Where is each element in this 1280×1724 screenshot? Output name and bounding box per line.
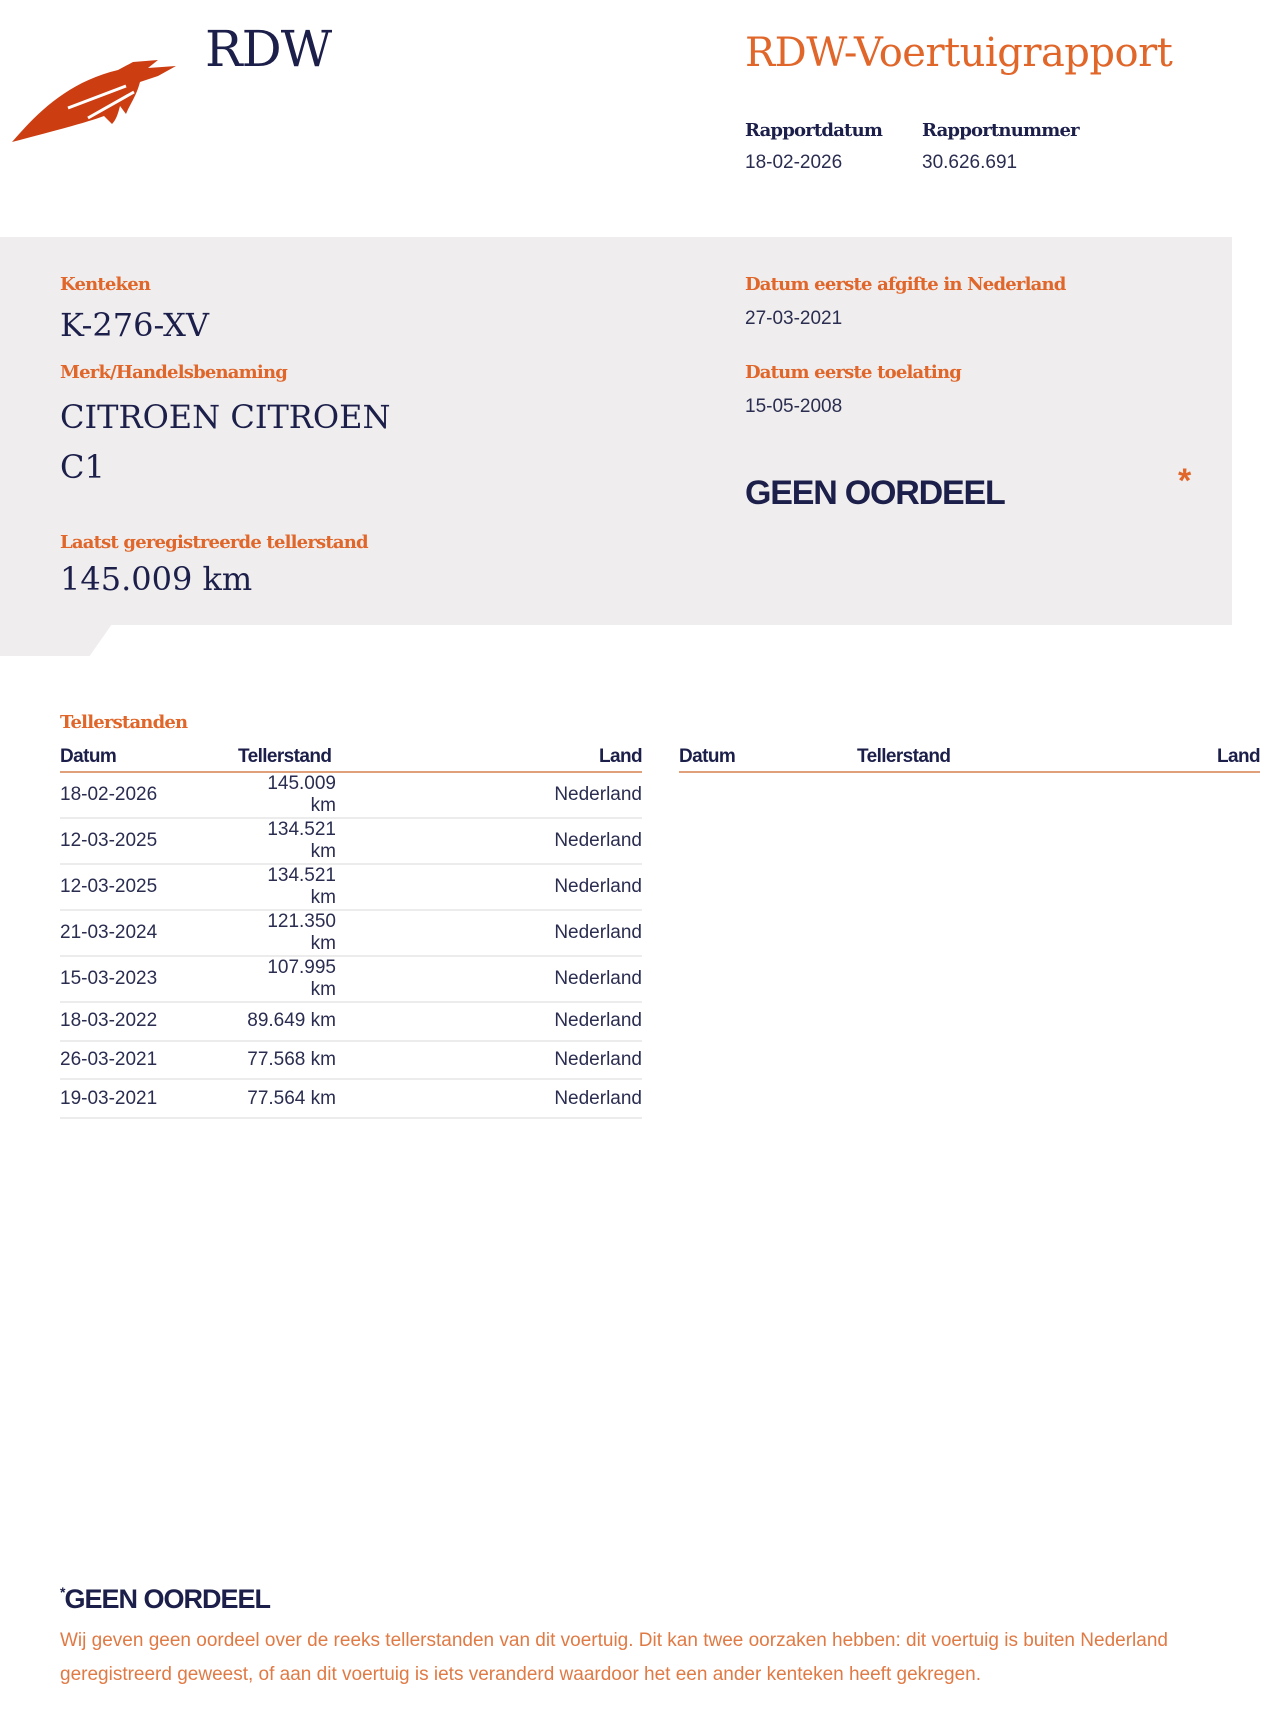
cell-reading: 121.350 km bbox=[238, 910, 378, 957]
table-row: 19-03-2021 77.564 km Nederland bbox=[60, 1079, 642, 1120]
cell-reading: 77.568 km bbox=[238, 1040, 378, 1081]
first-admission-date: 15-05-2008 bbox=[745, 396, 843, 417]
report-number-label: Rapportnummer bbox=[922, 120, 1080, 141]
make-label: Merk/Handelsbenaming bbox=[60, 362, 288, 383]
cell-reading: 107.995 km bbox=[238, 956, 378, 1003]
footnote-heading: GEEN OORDEEL bbox=[64, 1584, 271, 1614]
cell-date: 21-03-2024 bbox=[60, 910, 238, 957]
cell-reading: 145.009 km bbox=[238, 772, 378, 819]
table-row: 15-03-2023 107.995 km Nederland bbox=[60, 956, 642, 1003]
table-header-row: Datum Tellerstand Land bbox=[60, 742, 643, 773]
first-nl-date: 27-03-2021 bbox=[745, 308, 843, 329]
report-date: 18-02-2026 bbox=[745, 152, 843, 173]
verdict-asterisk: * bbox=[1178, 462, 1192, 500]
cell-country: Nederland bbox=[378, 772, 642, 819]
rdw-feather-logo-icon bbox=[12, 60, 176, 142]
col-datum: Datum bbox=[60, 742, 238, 773]
first-admission-label: Datum eerste toelating bbox=[745, 362, 962, 383]
cell-date: 12-03-2025 bbox=[60, 864, 238, 911]
cell-reading: 77.564 km bbox=[238, 1079, 378, 1120]
cell-country: Nederland bbox=[378, 910, 642, 957]
col-tellerstand: Tellerstand bbox=[238, 742, 378, 773]
table-row: 21-03-2024 121.350 km Nederland bbox=[60, 910, 642, 957]
cell-reading: 89.649 km bbox=[238, 1002, 378, 1042]
odometer: 145.009 km bbox=[60, 560, 253, 598]
footnote-text: Wij geven geen oordeel over de reeks tel… bbox=[60, 1630, 1168, 1685]
col-land: Land bbox=[378, 742, 643, 773]
cell-date: 15-03-2023 bbox=[60, 956, 238, 1003]
report-date-label: Rapportdatum bbox=[745, 120, 883, 141]
table-row: 18-03-2022 89.649 km Nederland bbox=[60, 1002, 642, 1042]
table-header-row: Datum Tellerstand Land bbox=[679, 742, 1261, 773]
col-land: Land bbox=[1132, 742, 1261, 773]
panel-tab-decoration bbox=[0, 624, 112, 656]
cell-date: 18-03-2022 bbox=[60, 1002, 238, 1042]
cell-date: 19-03-2021 bbox=[60, 1079, 238, 1120]
cell-country: Nederland bbox=[378, 956, 642, 1003]
cell-reading: 134.521 km bbox=[238, 818, 378, 865]
col-tellerstand: Tellerstand bbox=[857, 742, 1133, 773]
cell-date: 18-02-2026 bbox=[60, 772, 238, 819]
verdict: GEEN OORDEEL bbox=[745, 474, 1006, 512]
cell-country: Nederland bbox=[378, 864, 642, 911]
plate: K-276-XV bbox=[60, 306, 210, 344]
table-row: 12-03-2025 134.521 km Nederland bbox=[60, 818, 642, 865]
vehicle-summary-panel bbox=[0, 237, 1232, 625]
readings-table-right: Datum Tellerstand Land bbox=[679, 742, 1261, 773]
cell-date: 26-03-2021 bbox=[60, 1040, 238, 1081]
footnote-asterisk: * bbox=[60, 1584, 66, 1600]
table-row: 12-03-2025 134.521 km Nederland bbox=[60, 864, 642, 911]
report-number: 30.626.691 bbox=[922, 152, 1018, 173]
table-row: 18-02-2026 145.009 km Nederland bbox=[60, 772, 642, 819]
cell-date: 12-03-2025 bbox=[60, 818, 238, 865]
make-line1: CITROEN CITROEN bbox=[60, 398, 391, 436]
cell-reading: 134.521 km bbox=[238, 864, 378, 911]
footnote-title: *GEEN OORDEEL bbox=[60, 1584, 271, 1615]
readings-table: Datum Tellerstand Land 18-02-2026 145.009… bbox=[60, 742, 643, 1120]
report-title: RDW-Voertuigrapport bbox=[745, 30, 1173, 76]
make-line2: C1 bbox=[60, 448, 105, 486]
brand-name: RDW bbox=[205, 20, 332, 78]
cell-country: Nederland bbox=[378, 1079, 642, 1120]
readings-title: Tellerstanden bbox=[60, 712, 188, 733]
cell-country: Nederland bbox=[378, 818, 642, 865]
odometer-label: Laatst geregistreerde tellerstand bbox=[60, 532, 369, 553]
table-row: 26-03-2021 77.568 km Nederland bbox=[60, 1040, 642, 1081]
col-datum: Datum bbox=[679, 742, 857, 773]
cell-country: Nederland bbox=[378, 1040, 642, 1081]
cell-country: Nederland bbox=[378, 1002, 642, 1042]
plate-label: Kenteken bbox=[60, 274, 151, 295]
first-nl-label: Datum eerste afgifte in Nederland bbox=[745, 274, 1066, 295]
